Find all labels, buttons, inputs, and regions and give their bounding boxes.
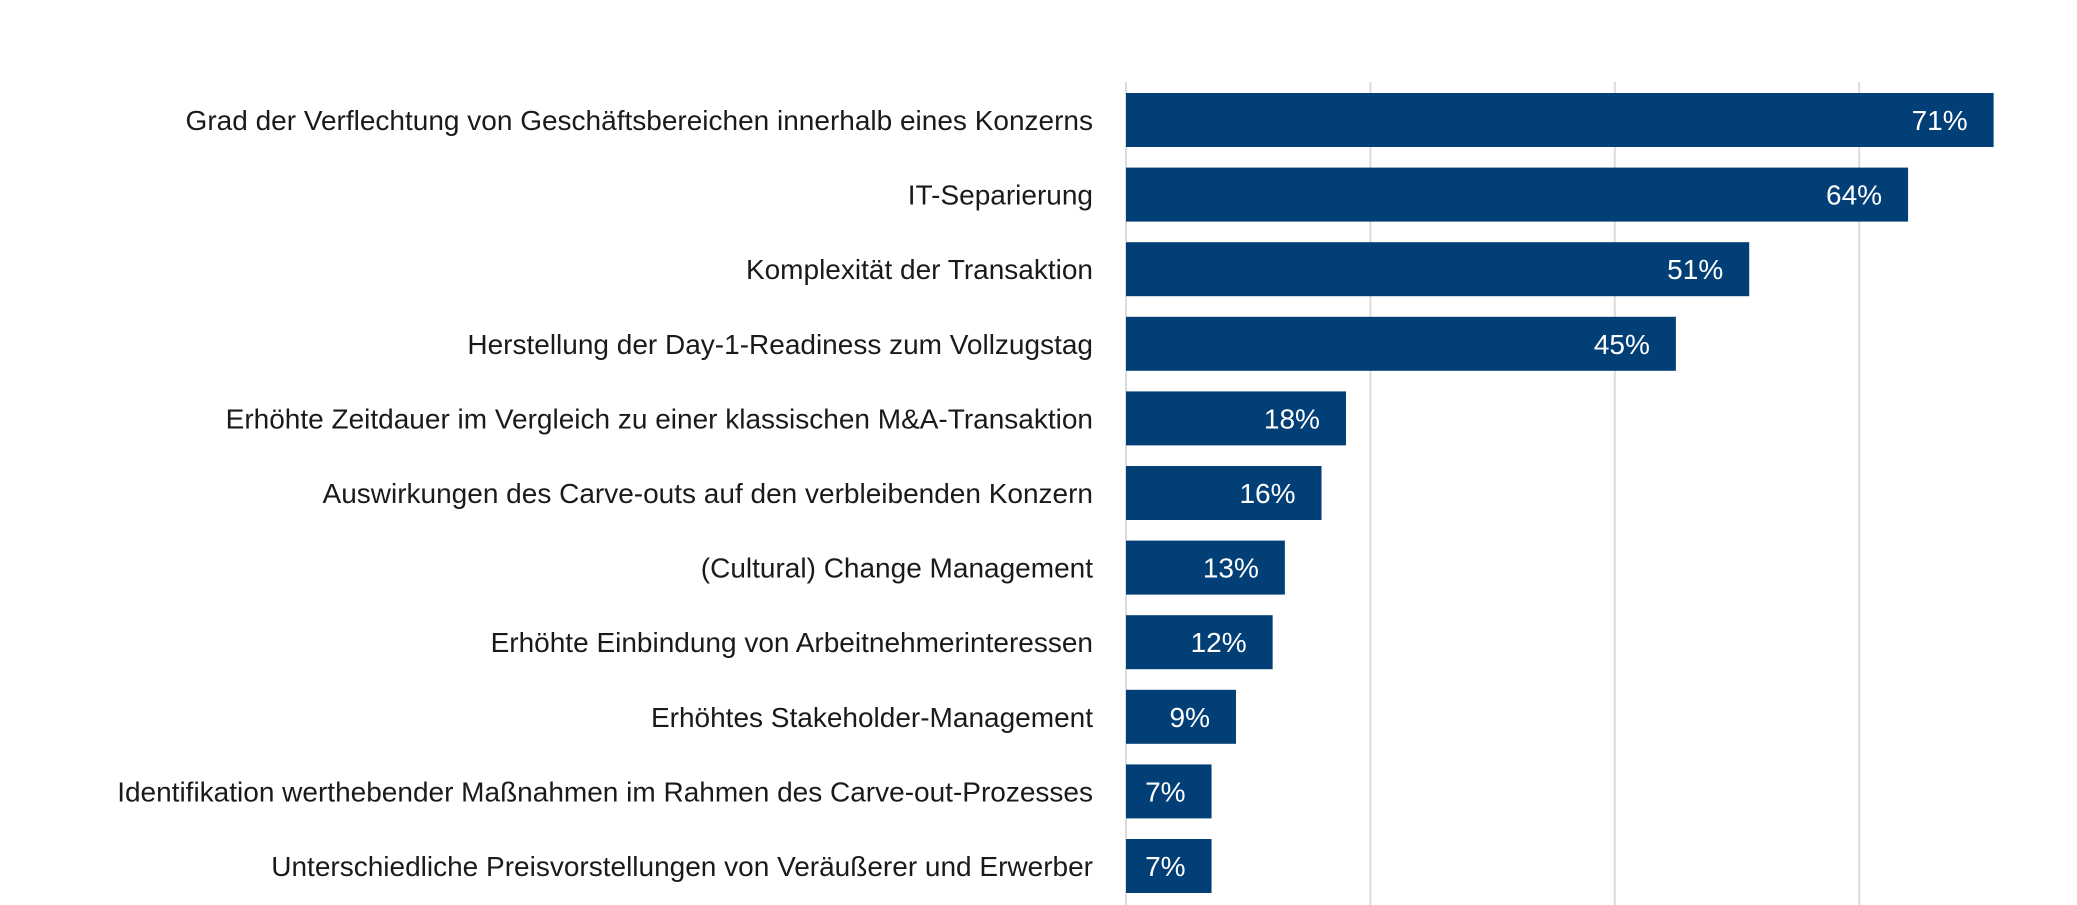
bar [1126, 466, 1322, 520]
value-label: 51% [1667, 254, 1723, 285]
value-label: 64% [1826, 180, 1882, 211]
category-label: Grad der Verflechtung von Geschäftsberei… [186, 105, 1093, 136]
bar [1126, 689, 1236, 744]
category-label: Erhöhtes Stakeholder-Management [651, 702, 1093, 733]
bar-group: Erhöhtes Stakeholder-Management 9% [651, 689, 1236, 744]
bar-group: Komplexität der Transaktion 51% [746, 242, 1750, 297]
bar-group: Erhöhte Einbindung von Arbeitnehmerinter… [491, 615, 1273, 670]
bar-group: IT-Separierung 64% [908, 167, 1909, 222]
category-label: Erhöhte Einbindung von Arbeitnehmerinter… [491, 627, 1093, 658]
category-label: Herstellung der Day-1-Readiness zum Voll… [467, 329, 1093, 360]
value-label: 7% [1145, 851, 1185, 882]
value-label: 18% [1264, 403, 1320, 434]
bar [1126, 391, 1346, 446]
bar [1126, 93, 1994, 147]
category-label: IT-Separierung [908, 180, 1093, 211]
value-label: 45% [1594, 329, 1650, 360]
bar-group: Grad der Verflechtung von Geschäftsberei… [186, 93, 1994, 147]
bars: Grad der Verflechtung von Geschäftsberei… [117, 93, 1994, 893]
bar [1126, 839, 1212, 893]
value-label: 12% [1191, 627, 1247, 658]
bar [1126, 764, 1212, 819]
bar-group: Herstellung der Day-1-Readiness zum Voll… [467, 316, 1676, 371]
value-label: 13% [1203, 553, 1259, 584]
category-label: Komplexität der Transaktion [746, 254, 1093, 285]
bar-group: Unterschiedliche Preisvorstellungen von … [271, 839, 1212, 893]
category-label: (Cultural) Change Management [701, 553, 1093, 584]
bar [1126, 242, 1750, 297]
category-label: Auswirkungen des Carve-outs auf den verb… [323, 478, 1093, 509]
bar [1126, 540, 1285, 595]
bar-group: Identifikation werthebender Maßnahmen im… [117, 764, 1212, 819]
bar [1126, 316, 1676, 371]
bar [1126, 615, 1273, 670]
value-label: 71% [1912, 105, 1968, 136]
bar-group: (Cultural) Change Management 13% [701, 540, 1285, 595]
value-label: 9% [1170, 702, 1210, 733]
category-label: Erhöhte Zeitdauer im Vergleich zu einer … [226, 403, 1093, 434]
value-label: 16% [1239, 478, 1295, 509]
category-label: Unterschiedliche Preisvorstellungen von … [271, 851, 1093, 882]
bar-group: Erhöhte Zeitdauer im Vergleich zu einer … [226, 391, 1346, 446]
bar-group: Auswirkungen des Carve-outs auf den verb… [323, 466, 1322, 520]
bar [1126, 167, 1909, 222]
category-label: Identifikation werthebender Maßnahmen im… [117, 776, 1093, 807]
value-label: 7% [1145, 776, 1185, 807]
